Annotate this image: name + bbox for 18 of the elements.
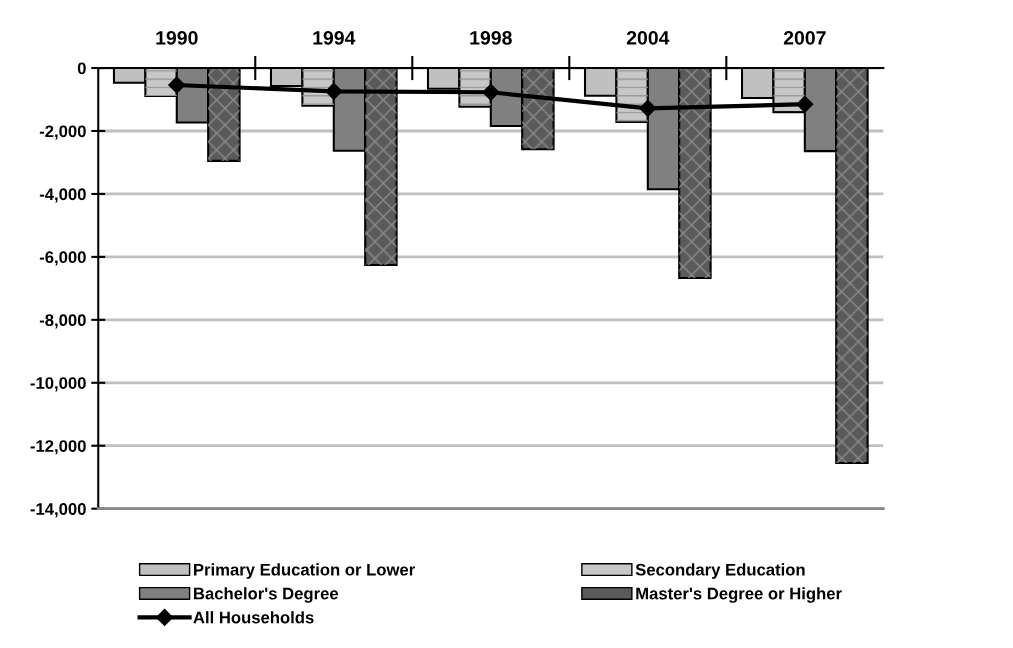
legend-label: All Households [193, 611, 314, 624]
legend-label: Master's Degree or Higher [636, 587, 842, 603]
x-tick-label: 2007 [783, 30, 826, 45]
legend-label: Bachelor's Degree [194, 587, 339, 603]
y-tick-label: -4,000 [39, 188, 86, 203]
x-tick-label: 1990 [156, 30, 198, 45]
x-tick-label: 2004 [626, 30, 670, 45]
y-tick-label: -6,000 [39, 251, 86, 266]
legend-label: Secondary Education [635, 563, 805, 579]
x-tick-label: 1994 [313, 30, 356, 45]
y-tick-label: -14,000 [30, 503, 86, 518]
x-tick-label: 1998 [470, 30, 512, 45]
y-tick-label: -10,000 [30, 377, 86, 392]
y-tick-label: -2,000 [39, 125, 86, 140]
y-tick-label: -12,000 [30, 440, 86, 455]
y-tick-label: -8,000 [39, 314, 86, 329]
y-tick-label: 0 [77, 62, 86, 75]
legend-label: Primary Education or Lower [194, 563, 415, 579]
